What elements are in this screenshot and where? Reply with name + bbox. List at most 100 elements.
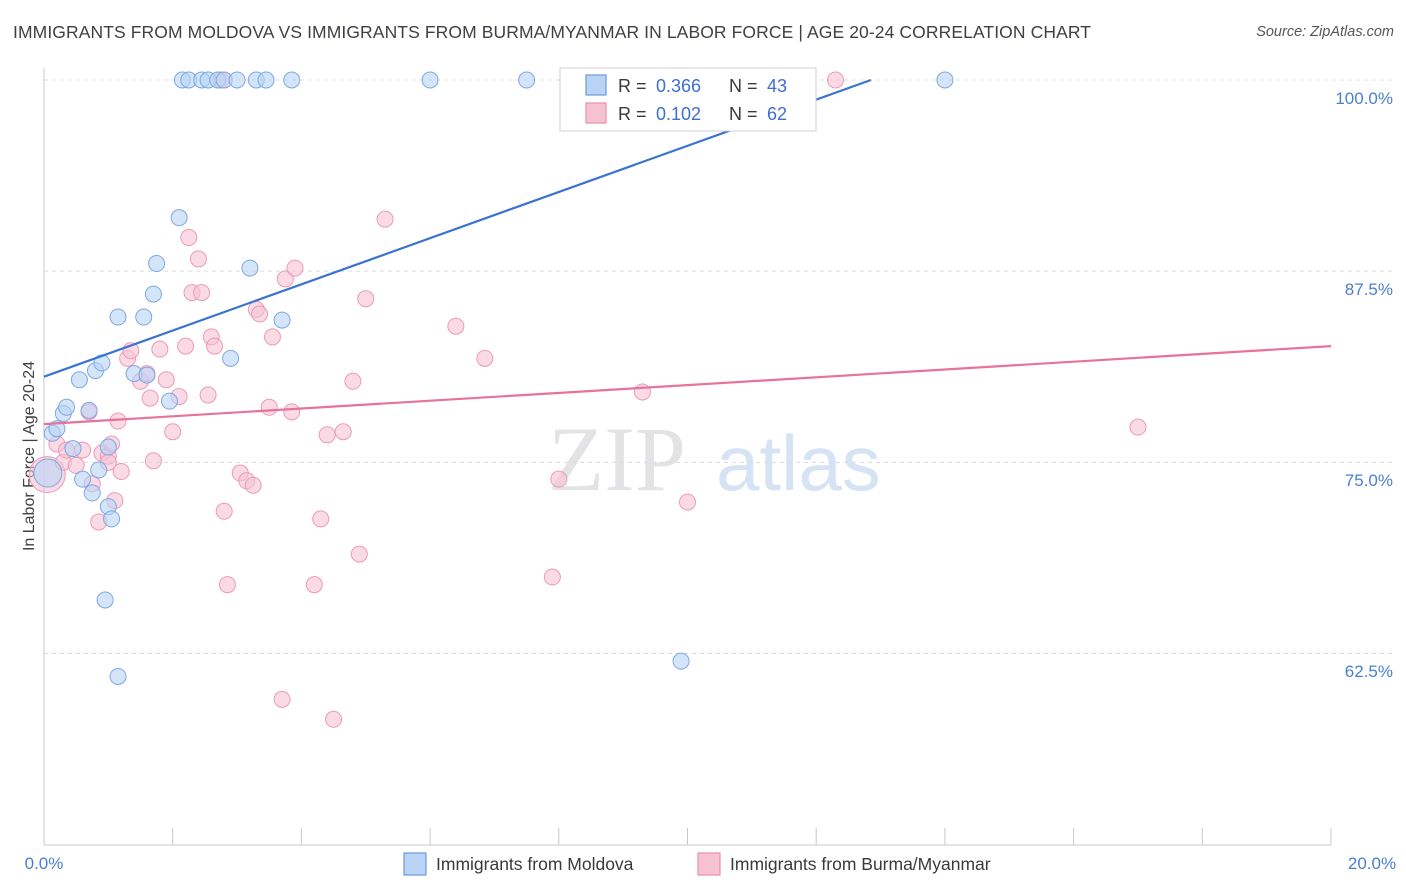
moldova-point-34	[241, 259, 259, 277]
y-tick-label-75: 75.0%	[1345, 471, 1393, 490]
burma-point-29	[189, 250, 207, 268]
trend-line-burma	[43, 345, 1332, 426]
legend-n-value-burma: 62	[767, 104, 787, 124]
burma-point-53	[344, 372, 362, 390]
burma-point-43	[263, 328, 281, 346]
y-tick-labels: 100.0% 87.5% 75.0% 62.5%	[1335, 89, 1393, 681]
moldova-point-2	[48, 420, 66, 438]
burma-point-45	[276, 270, 294, 288]
moldova-point-21	[138, 366, 156, 384]
burma-point-42	[260, 398, 278, 416]
x-tick-label-max: 20.0%	[1348, 854, 1396, 873]
series-moldova-points	[33, 71, 954, 685]
moldova-point-36	[257, 71, 275, 89]
burma-point-60	[550, 470, 568, 488]
y-tick-label-62-5: 62.5%	[1345, 662, 1393, 681]
legend-r-value-moldova: 0.366	[656, 76, 701, 96]
y-tick-label-87-5: 87.5%	[1345, 280, 1393, 299]
series-legend-label-moldova: Immigrants from Moldova	[436, 854, 634, 874]
burma-point-52	[334, 423, 352, 441]
watermark-zip: ZIP	[548, 408, 686, 510]
moldova-point-16	[103, 510, 121, 528]
burma-point-61	[633, 383, 651, 401]
moldova-point-9	[83, 484, 101, 502]
burma-point-55	[357, 290, 375, 308]
burma-point-27	[180, 229, 198, 247]
burma-point-50	[318, 426, 336, 444]
moldova-point-37	[273, 311, 291, 329]
burma-point-54	[350, 545, 368, 563]
burma-point-48	[305, 576, 323, 594]
burma-point-64	[1129, 418, 1147, 436]
moldova-point-41	[672, 652, 690, 670]
legend-r-value-burma: 0.102	[656, 104, 701, 124]
moldova-point-13	[96, 591, 114, 609]
burma-point-51	[325, 710, 343, 728]
burma-point-15	[112, 463, 130, 481]
x-axis-ticks	[43, 828, 1332, 845]
burma-point-46	[283, 403, 301, 421]
burma-point-35	[215, 502, 233, 520]
moldova-point-4	[58, 398, 76, 416]
chart-title: IMMIGRANTS FROM MOLDOVA VS IMMIGRANTS FR…	[13, 22, 1092, 42]
burma-point-56	[376, 210, 394, 228]
burma-point-33	[206, 337, 224, 355]
burma-point-62	[679, 493, 696, 511]
burma-point-41	[251, 305, 269, 323]
burma-point-21	[144, 452, 162, 470]
burma-point-31	[199, 386, 217, 404]
series-burma-points	[28, 71, 1147, 728]
moldova-point-42	[936, 71, 954, 89]
burma-point-47	[286, 259, 304, 277]
moldova-point-25	[170, 209, 188, 227]
moldova-point-15	[99, 438, 117, 456]
moldova-point-39	[421, 71, 439, 89]
legend-n-label-burma: N =	[729, 104, 758, 124]
burma-point-44	[273, 690, 291, 708]
moldova-point-18	[109, 667, 127, 685]
burma-point-59	[543, 568, 561, 586]
source-label: Source: ZipAtlas.com	[1256, 24, 1394, 40]
moldova-point-6	[70, 371, 88, 389]
watermark-atlas: atlas	[716, 419, 881, 507]
moldova-point-11	[90, 461, 108, 479]
moldova-point-8	[80, 401, 98, 419]
stats-legend: R = 0.366 N = 43 R = 0.102 N = 62	[559, 67, 817, 132]
burma-point-63	[827, 71, 845, 89]
burma-point-30	[193, 284, 211, 302]
moldova-point-20	[135, 308, 153, 326]
moldova-point-33	[228, 71, 246, 89]
y-axis-title: In Labor Force | Age 20-24	[21, 361, 38, 551]
moldova-point-7	[74, 470, 92, 488]
series-legend-label-burma: Immigrants from Burma/Myanmar	[730, 854, 991, 874]
legend-n-label-moldova: N =	[729, 76, 758, 96]
burma-point-22	[151, 340, 169, 358]
legend-swatch-burma	[585, 102, 607, 124]
burma-point-36	[218, 576, 236, 594]
series-legend: Immigrants from Moldova Immigrants from …	[403, 852, 991, 876]
moldova-point-40	[518, 71, 536, 89]
moldova-point-0	[33, 458, 63, 488]
burma-point-58	[476, 349, 494, 367]
legend-swatch-moldova	[585, 74, 607, 96]
moldova-point-23	[148, 255, 166, 273]
legend-r-label-moldova: R =	[618, 76, 647, 96]
x-tick-label-min: 0.0%	[25, 854, 64, 873]
series-legend-swatch-burma	[697, 852, 721, 876]
moldova-point-38	[283, 71, 301, 89]
watermark: ZIP atlas	[548, 408, 881, 510]
burma-point-26	[177, 337, 195, 355]
burma-point-49	[312, 510, 330, 528]
moldova-point-17	[109, 308, 127, 326]
moldova-point-22	[144, 285, 162, 303]
burma-point-57	[447, 317, 465, 335]
legend-n-value-moldova: 43	[767, 76, 787, 96]
moldova-point-5	[64, 440, 82, 458]
gridlines	[44, 79, 1392, 654]
moldova-point-32	[222, 349, 240, 367]
burma-point-20	[141, 389, 159, 407]
y-tick-label-100: 100.0%	[1335, 89, 1393, 108]
legend-r-label-burma: R =	[618, 104, 647, 124]
burma-point-39	[244, 476, 262, 494]
